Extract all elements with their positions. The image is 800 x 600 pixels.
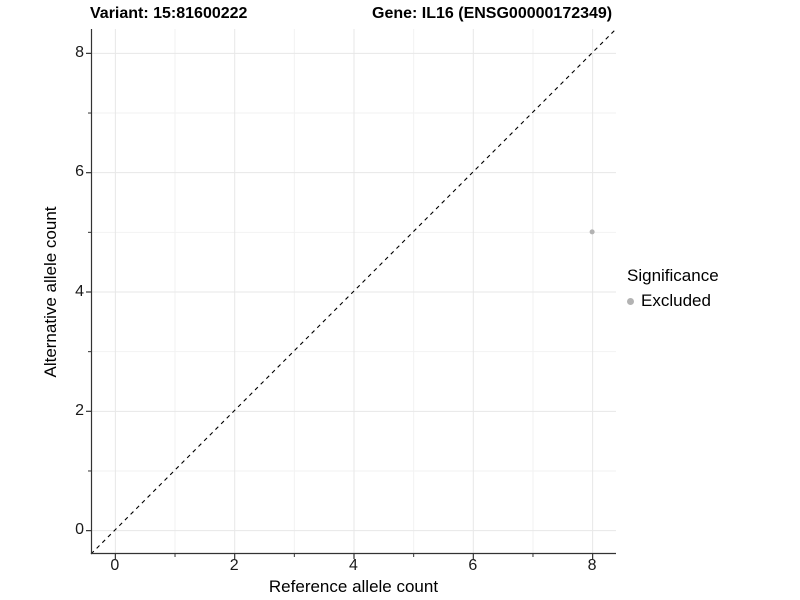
y-tick-label: 6 bbox=[75, 163, 84, 181]
plot-title-gene: Gene: IL16 (ENSG00000172349) bbox=[372, 5, 613, 22]
y-tick-label: 4 bbox=[75, 282, 84, 300]
identity-reference-line bbox=[90, 28, 617, 555]
chart-canvas bbox=[86, 28, 617, 559]
x-tick-label: 4 bbox=[349, 557, 358, 574]
legend-item-excluded: Excluded bbox=[627, 291, 719, 311]
legend-item-label: Excluded bbox=[641, 291, 711, 310]
plot-panel bbox=[86, 28, 617, 559]
y-tick-label: 8 bbox=[75, 43, 84, 61]
plot-title-variant: Variant: 15:81600222 bbox=[90, 5, 248, 22]
y-tick-label: 0 bbox=[75, 521, 84, 539]
y-tick-label: 2 bbox=[75, 401, 84, 419]
x-tick-label: 2 bbox=[229, 557, 239, 574]
x-tick-label: 8 bbox=[587, 557, 597, 574]
legend-point-icon bbox=[627, 297, 634, 305]
y-axis-title: Alternative allele count bbox=[41, 206, 60, 378]
x-tick-label: 0 bbox=[110, 557, 120, 574]
x-axis-title: Reference allele count bbox=[268, 577, 439, 596]
legend: Significance Excluded bbox=[627, 266, 719, 311]
legend-title: Significance bbox=[627, 266, 719, 285]
x-tick-label: 6 bbox=[468, 557, 478, 574]
data-point[interactable] bbox=[589, 229, 595, 235]
